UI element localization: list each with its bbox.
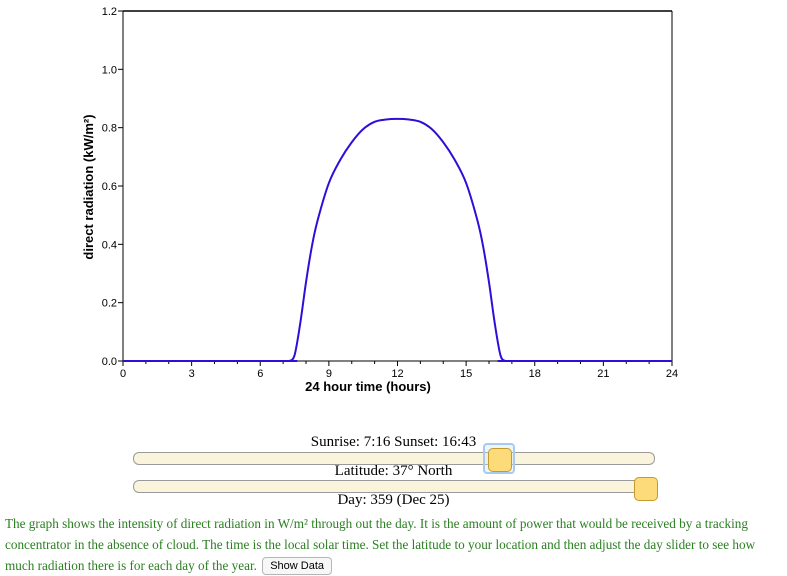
radiation-series-line [123,117,672,363]
plot-frame [122,10,673,362]
x-tick-label: 21 [597,368,609,380]
x-tick-label: 18 [529,368,541,380]
sunrise-sunset-text: Sunrise: 7:16 Sunset: 16:43 [310,434,477,450]
description-paragraph: The graph shows the intensity of direct … [5,513,785,576]
x-tick-label: 24 [666,368,678,380]
latitude-slider-track[interactable] [133,452,655,465]
day-slider-handle[interactable] [634,477,658,501]
x-axis: 0 3 6 9 12 15 18 21 24 [120,361,678,380]
latitude-slider-handle[interactable] [488,448,512,472]
x-tick-label: 3 [189,368,195,380]
show-data-button[interactable]: Show Data [262,557,333,575]
x-tick-label: 12 [391,368,403,380]
y-tick-label: 0.8 [102,123,117,135]
y-tick-label: 0.4 [102,239,117,251]
x-tick-label: 6 [257,368,263,380]
day-text: Day: 359 (Dec 25) [337,492,450,508]
description-text: The graph shows the intensity of direct … [5,516,756,573]
y-axis: 0.0 0.2 0.4 0.6 0.8 1.0 1.2 [102,6,123,368]
y-tick-label: 0.2 [102,298,117,310]
y-tick-label: 1.2 [102,6,117,18]
x-axis-title: 24 hour time (hours) [305,379,431,394]
series-layer [123,117,672,363]
y-tick-label: 0.0 [102,356,117,368]
y-tick-label: 0.6 [102,181,117,193]
y-tick-label: 1.0 [102,64,117,76]
x-tick-label: 9 [326,368,332,380]
x-tick-label: 15 [460,368,472,380]
y-axis-title: direct radiation (kW/m²) [81,114,96,259]
radiation-chart: 0 3 6 9 12 15 18 21 24 0.0 0.2 0.4 0.6 0.8 1.0 1.2 24 … [81,6,678,394]
latitude-text: Latitude: 37° North [334,463,453,479]
x-tick-label: 0 [120,368,126,380]
